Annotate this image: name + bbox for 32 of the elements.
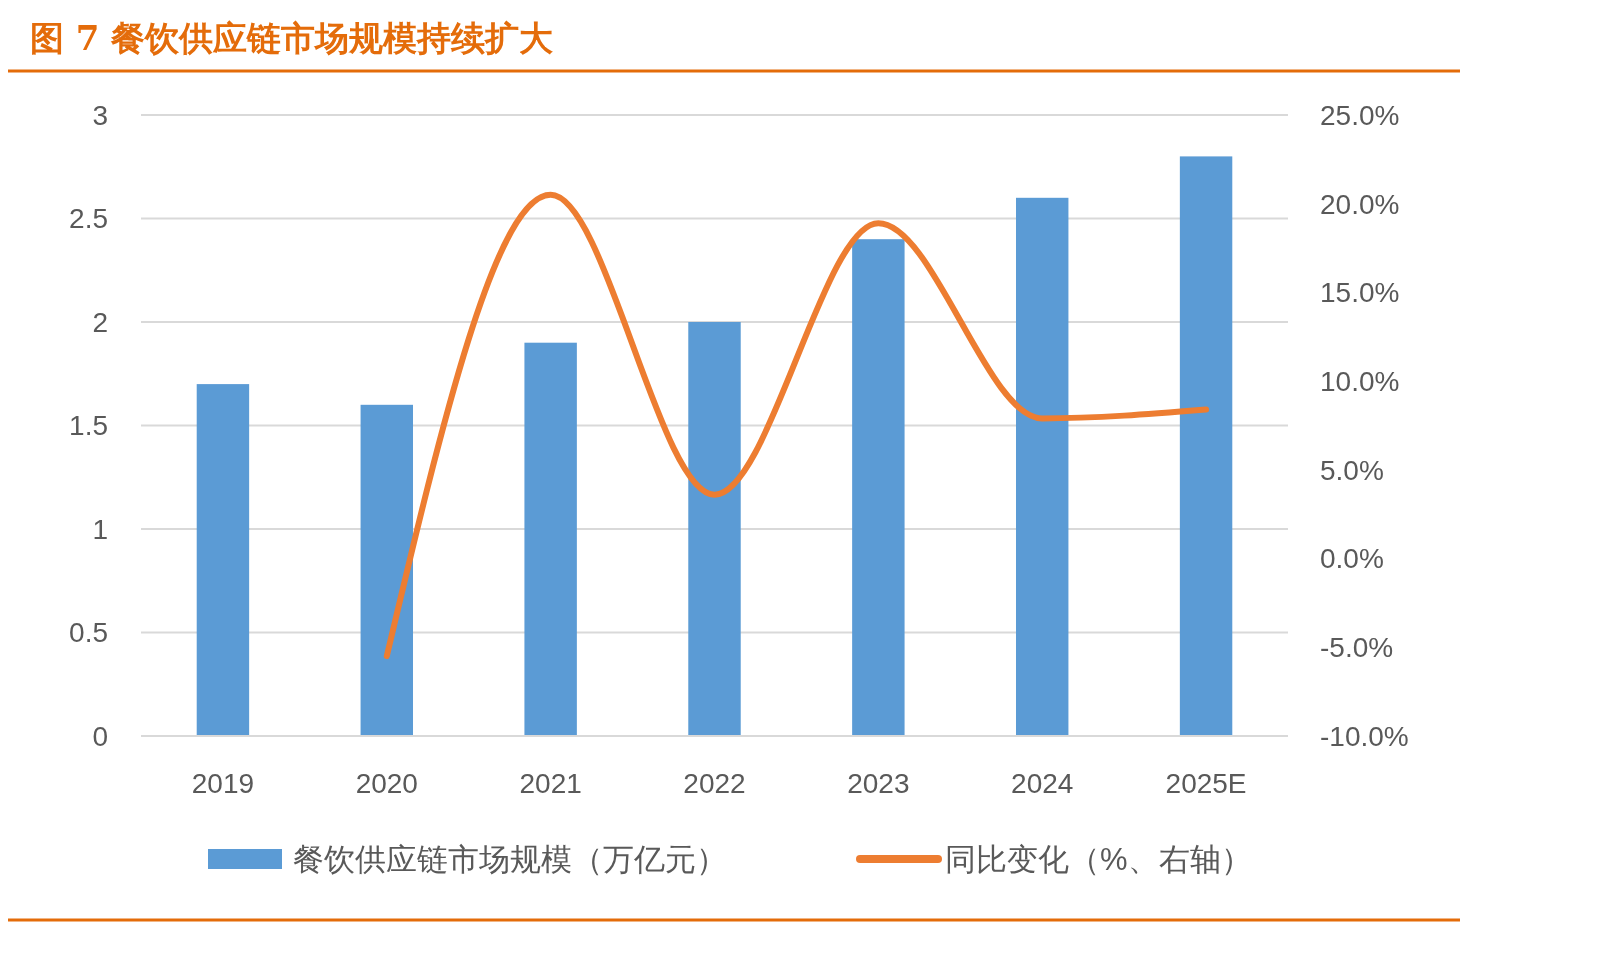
y2-tick-label: 15.0% xyxy=(1320,277,1400,309)
y2-tick-label: -10.0% xyxy=(1320,720,1409,752)
y2-tick-label: 20.0% xyxy=(1320,188,1400,220)
x-tick-label: 2024 xyxy=(1011,767,1074,799)
y-tick-label: 1 xyxy=(92,513,108,545)
y2-tick-label: -5.0% xyxy=(1320,632,1394,664)
bar xyxy=(852,239,905,736)
x-tick-label: 2025E xyxy=(1165,767,1247,799)
y-tick-label: 3 xyxy=(92,99,108,131)
legend-label: 同比变化（%、右轴） xyxy=(945,841,1252,877)
x-tick-label: 2022 xyxy=(683,767,746,799)
legend-label: 餐饮供应链市场规模（万亿元） xyxy=(293,841,727,877)
y-tick-label: 1.5 xyxy=(69,410,108,442)
y2-tick-label: 10.0% xyxy=(1320,365,1400,397)
y-tick-label: 2 xyxy=(92,306,108,338)
x-tick-label: 2019 xyxy=(191,767,255,799)
chart-title: 图 7 餐饮供应链市场规模持续扩大 xyxy=(30,18,554,58)
bar xyxy=(360,404,413,736)
y-tick-label: 2.5 xyxy=(69,203,108,235)
y2-tick-label: 5.0% xyxy=(1320,454,1384,486)
x-tick-label: 2021 xyxy=(519,767,582,799)
y-tick-label: 0 xyxy=(92,720,108,752)
x-tick-label: 2020 xyxy=(355,767,418,799)
bar xyxy=(524,342,577,736)
y2-tick-label: 0.0% xyxy=(1320,543,1384,575)
y-tick-label: 0.5 xyxy=(69,617,108,649)
bar xyxy=(196,384,250,736)
bar xyxy=(688,322,741,736)
x-tick-label: 2023 xyxy=(847,767,910,799)
bar xyxy=(1016,197,1069,736)
bar xyxy=(1179,156,1233,736)
y2-tick-label: 25.0% xyxy=(1320,99,1400,131)
